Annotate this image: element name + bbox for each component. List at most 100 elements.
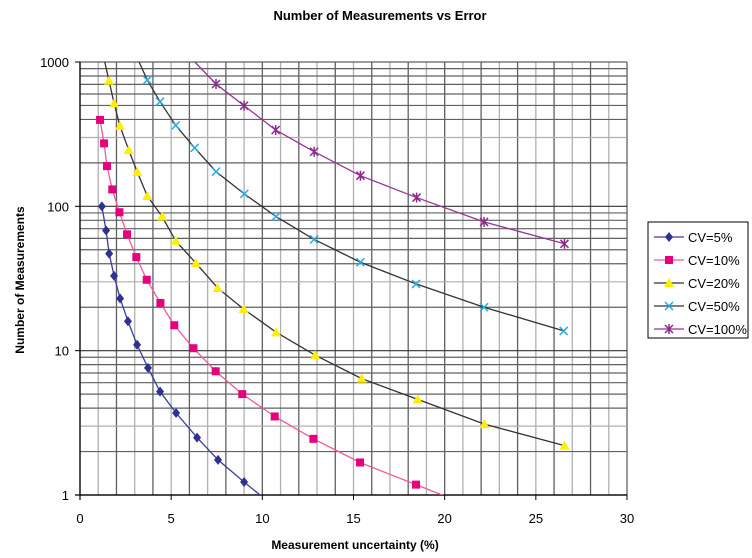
data-point	[310, 350, 321, 360]
data-point	[238, 304, 249, 314]
data-point	[103, 75, 114, 85]
x-tick-label: 30	[620, 511, 634, 526]
data-point	[102, 162, 111, 171]
x-tick-label: 20	[437, 511, 451, 526]
data-point	[105, 248, 114, 259]
data-point	[479, 419, 490, 429]
data-point	[156, 298, 165, 307]
legend-marker	[664, 301, 674, 311]
data-point	[559, 326, 569, 336]
y-tick-label: 1	[62, 488, 69, 503]
chart-title: Number of Measurements vs Error	[273, 8, 486, 23]
series-line	[138, 62, 564, 332]
legend-label: CV=20%	[688, 276, 740, 291]
y-axis-ticks: 1 10 100 1000	[40, 55, 80, 503]
data-point	[238, 390, 247, 399]
data-point	[211, 167, 221, 177]
data-point	[109, 98, 120, 108]
data-point	[170, 321, 179, 330]
x-tick-label: 25	[529, 511, 543, 526]
data-point	[211, 367, 220, 376]
data-point	[270, 412, 279, 421]
data-point	[356, 373, 367, 383]
data-point	[142, 75, 152, 85]
series-cv-10-	[96, 115, 444, 495]
x-axis-label: Measurement uncertainty (%)	[271, 538, 438, 552]
series-cv-5-	[97, 201, 262, 495]
x-tick-label: 10	[255, 511, 269, 526]
gridlines	[75, 61, 628, 500]
data-point	[189, 344, 198, 353]
legend-label: CV=5%	[688, 230, 733, 245]
data-point	[100, 139, 109, 148]
series-group	[96, 62, 570, 495]
y-tick-label: 100	[47, 199, 69, 214]
data-point	[132, 166, 143, 176]
series-cv-100-	[194, 62, 569, 249]
data-point	[193, 432, 202, 443]
data-point	[144, 362, 153, 373]
series-cv-20-	[103, 62, 570, 450]
data-point	[96, 115, 105, 124]
data-point	[123, 144, 134, 154]
data-point	[123, 230, 132, 239]
y-tick-label: 10	[55, 344, 69, 359]
data-point	[123, 316, 132, 327]
data-point	[271, 124, 281, 135]
legend-marker	[665, 232, 673, 242]
data-point	[142, 275, 151, 284]
data-point	[190, 258, 201, 268]
data-point	[412, 192, 422, 203]
series-line	[194, 62, 565, 245]
data-point	[355, 257, 365, 267]
data-point	[239, 189, 249, 199]
x-tick-label: 0	[76, 511, 83, 526]
data-point	[412, 480, 421, 489]
data-point	[309, 146, 319, 157]
legend: CV=5% CV=10% CV=20% CV=50% CV=100%	[647, 221, 749, 339]
data-point	[115, 208, 124, 217]
legend-marker	[664, 278, 674, 287]
data-point	[108, 185, 117, 194]
data-point	[212, 282, 223, 292]
legend-label: CV=100%	[688, 322, 747, 337]
data-point	[309, 434, 318, 443]
data-point	[156, 386, 165, 397]
legend-marker	[665, 256, 673, 264]
legend-marker	[664, 324, 674, 334]
series-line	[104, 62, 565, 447]
data-point	[559, 440, 570, 450]
legend-box	[647, 221, 749, 339]
data-point	[211, 79, 221, 90]
data-point	[239, 100, 249, 111]
x-axis-ticks: 0 5 10 15 20 25 30	[76, 495, 634, 526]
data-point	[102, 225, 111, 236]
data-point	[132, 253, 141, 262]
data-point	[479, 302, 489, 312]
data-point	[155, 97, 165, 107]
data-point	[142, 190, 153, 200]
data-point	[309, 234, 319, 244]
y-tick-label: 1000	[40, 55, 69, 70]
data-point	[559, 238, 569, 249]
data-point	[172, 407, 181, 418]
data-point	[116, 293, 125, 304]
series-cv-50-	[138, 62, 569, 336]
x-tick-label: 5	[168, 511, 175, 526]
legend-label: CV=50%	[688, 299, 740, 314]
data-point	[190, 143, 200, 153]
data-point	[356, 458, 365, 467]
data-point	[114, 121, 125, 131]
x-tick-label: 15	[346, 511, 360, 526]
data-point	[411, 279, 421, 289]
data-point	[412, 394, 423, 404]
y-axis-label: Number of Measurements	[13, 206, 27, 354]
data-point	[479, 216, 489, 227]
data-point	[133, 339, 142, 350]
data-point	[170, 235, 181, 245]
data-point	[355, 170, 365, 181]
data-point	[271, 327, 282, 337]
data-point	[271, 211, 281, 222]
data-point	[214, 454, 223, 465]
